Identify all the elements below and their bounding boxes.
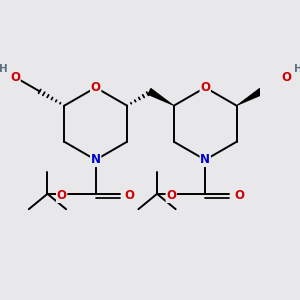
- Text: O: O: [166, 189, 176, 202]
- Polygon shape: [237, 88, 263, 106]
- Text: H: H: [294, 64, 300, 74]
- Polygon shape: [148, 88, 174, 106]
- Text: O: O: [234, 189, 244, 202]
- Text: O: O: [57, 189, 67, 202]
- Text: O: O: [124, 189, 135, 202]
- Text: O: O: [200, 81, 210, 94]
- Text: O: O: [10, 70, 20, 84]
- Text: N: N: [91, 153, 101, 167]
- Text: O: O: [91, 81, 101, 94]
- Text: H: H: [0, 64, 7, 74]
- Text: N: N: [200, 153, 210, 167]
- Text: O: O: [281, 70, 291, 84]
